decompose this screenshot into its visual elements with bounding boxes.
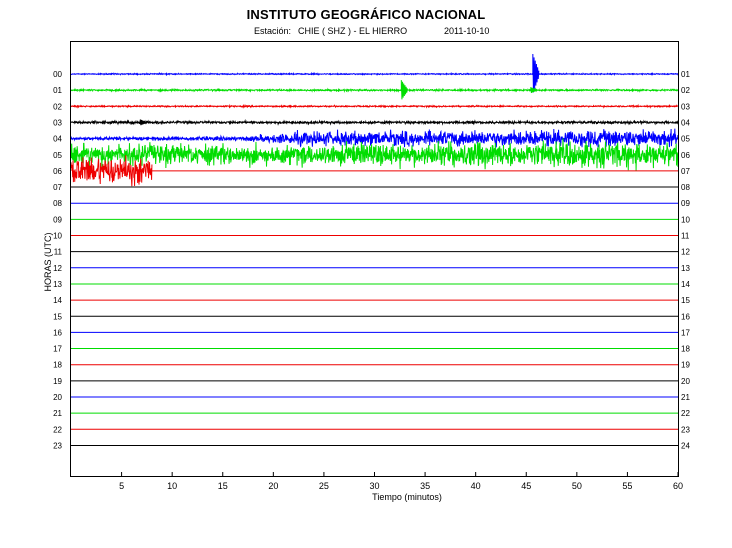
y-axis-label: HORAS (UTC)	[43, 233, 53, 292]
x-tick-label: 15	[218, 481, 228, 491]
hour-label-right: 21	[681, 393, 690, 402]
x-tick-label: 25	[319, 481, 329, 491]
x-tick-label: 50	[572, 481, 582, 491]
trace-spike	[532, 53, 540, 93]
hour-label-left: 13	[53, 280, 62, 289]
hour-label-left: 08	[53, 199, 62, 208]
x-tick-label: 45	[521, 481, 531, 491]
hour-label-right: 07	[681, 167, 690, 176]
hour-label-right: 14	[681, 280, 690, 289]
station-value: CHIE ( SHZ ) - EL HIERRO	[298, 26, 408, 36]
x-tick-label: 40	[471, 481, 481, 491]
hour-label-left: 17	[53, 345, 62, 354]
x-tick-label: 60	[673, 481, 683, 491]
hour-label-left: 06	[53, 167, 62, 176]
trace-hour-02	[70, 103, 679, 109]
hour-label-right: 04	[681, 118, 690, 127]
hour-label-right: 11	[681, 232, 690, 241]
hour-label-left: 07	[53, 183, 62, 192]
hour-label-left: 10	[53, 232, 62, 241]
hour-label-left: 03	[53, 118, 62, 127]
x-tick-label: 35	[420, 481, 430, 491]
hour-label-left: 16	[53, 328, 62, 337]
trace-hour-00	[70, 71, 679, 77]
hour-label-left: 11	[54, 248, 63, 257]
hour-label-right: 20	[681, 377, 690, 386]
hour-label-left: 00	[53, 70, 62, 79]
hour-label-left: 19	[53, 377, 62, 386]
trace-hour-05	[70, 138, 679, 171]
x-tick-label: 55	[622, 481, 632, 491]
trace-spike	[139, 119, 147, 126]
hour-label-left: 15	[53, 312, 62, 321]
plot-frame	[70, 41, 679, 477]
hour-label-left: 09	[53, 215, 62, 224]
x-tick-label: 5	[119, 481, 124, 491]
hour-label-right: 01	[681, 70, 690, 79]
date-label: 2011-10-10	[444, 26, 490, 36]
hour-label-right: 17	[681, 328, 690, 337]
hour-label-left: 22	[53, 425, 62, 434]
hour-label-right: 02	[681, 86, 690, 95]
hour-label-right: 08	[681, 183, 690, 192]
hour-label-right: 06	[681, 151, 690, 160]
hour-label-left: 01	[53, 86, 62, 95]
hour-label-right: 15	[681, 296, 690, 305]
trace-hour-04	[70, 128, 679, 148]
trace-spike	[530, 87, 538, 93]
hour-label-right: 10	[681, 215, 690, 224]
hour-label-left: 12	[53, 264, 62, 273]
x-axis-label: Tiempo (minutos)	[372, 492, 442, 502]
hour-label-right: 22	[681, 409, 690, 418]
hour-label-right: 13	[681, 264, 690, 273]
hour-label-left: 21	[53, 409, 62, 418]
hour-label-right: 09	[681, 199, 690, 208]
hour-label-right: 16	[681, 312, 690, 321]
hour-label-left: 18	[53, 361, 62, 370]
hour-label-right: 23	[681, 425, 690, 434]
hour-label-left: 14	[53, 296, 62, 305]
traces-layer	[70, 53, 679, 476]
hour-label-left: 20	[53, 393, 62, 402]
hour-label-right: 19	[681, 361, 690, 370]
hour-label-right: 18	[681, 345, 690, 354]
hour-label-right: 05	[681, 135, 690, 144]
x-tick-label: 30	[369, 481, 379, 491]
hour-label-right: 03	[681, 102, 690, 111]
trace-hour-03	[70, 118, 679, 126]
hour-label-left: 23	[53, 441, 62, 450]
labels-layer: 5 10 15 20 25 30 35 40 45 50 55 60 00 01 01 02 02 03 03 04 0…	[53, 70, 690, 491]
trace-hour-01	[70, 87, 679, 93]
hour-label-left: 02	[53, 102, 62, 111]
x-tick-label: 10	[167, 481, 177, 491]
trace-spike	[400, 80, 408, 100]
hour-label-right: 24	[681, 441, 690, 450]
page-title: INSTITUTO GEOGRÁFICO NACIONAL	[246, 7, 486, 22]
hour-label-left: 05	[53, 151, 62, 160]
trace-hour-06	[70, 155, 153, 187]
hour-label-right: 12	[681, 248, 690, 257]
hour-label-left: 04	[53, 135, 62, 144]
x-tick-label: 20	[268, 481, 278, 491]
station-label: Estación:	[254, 26, 292, 36]
